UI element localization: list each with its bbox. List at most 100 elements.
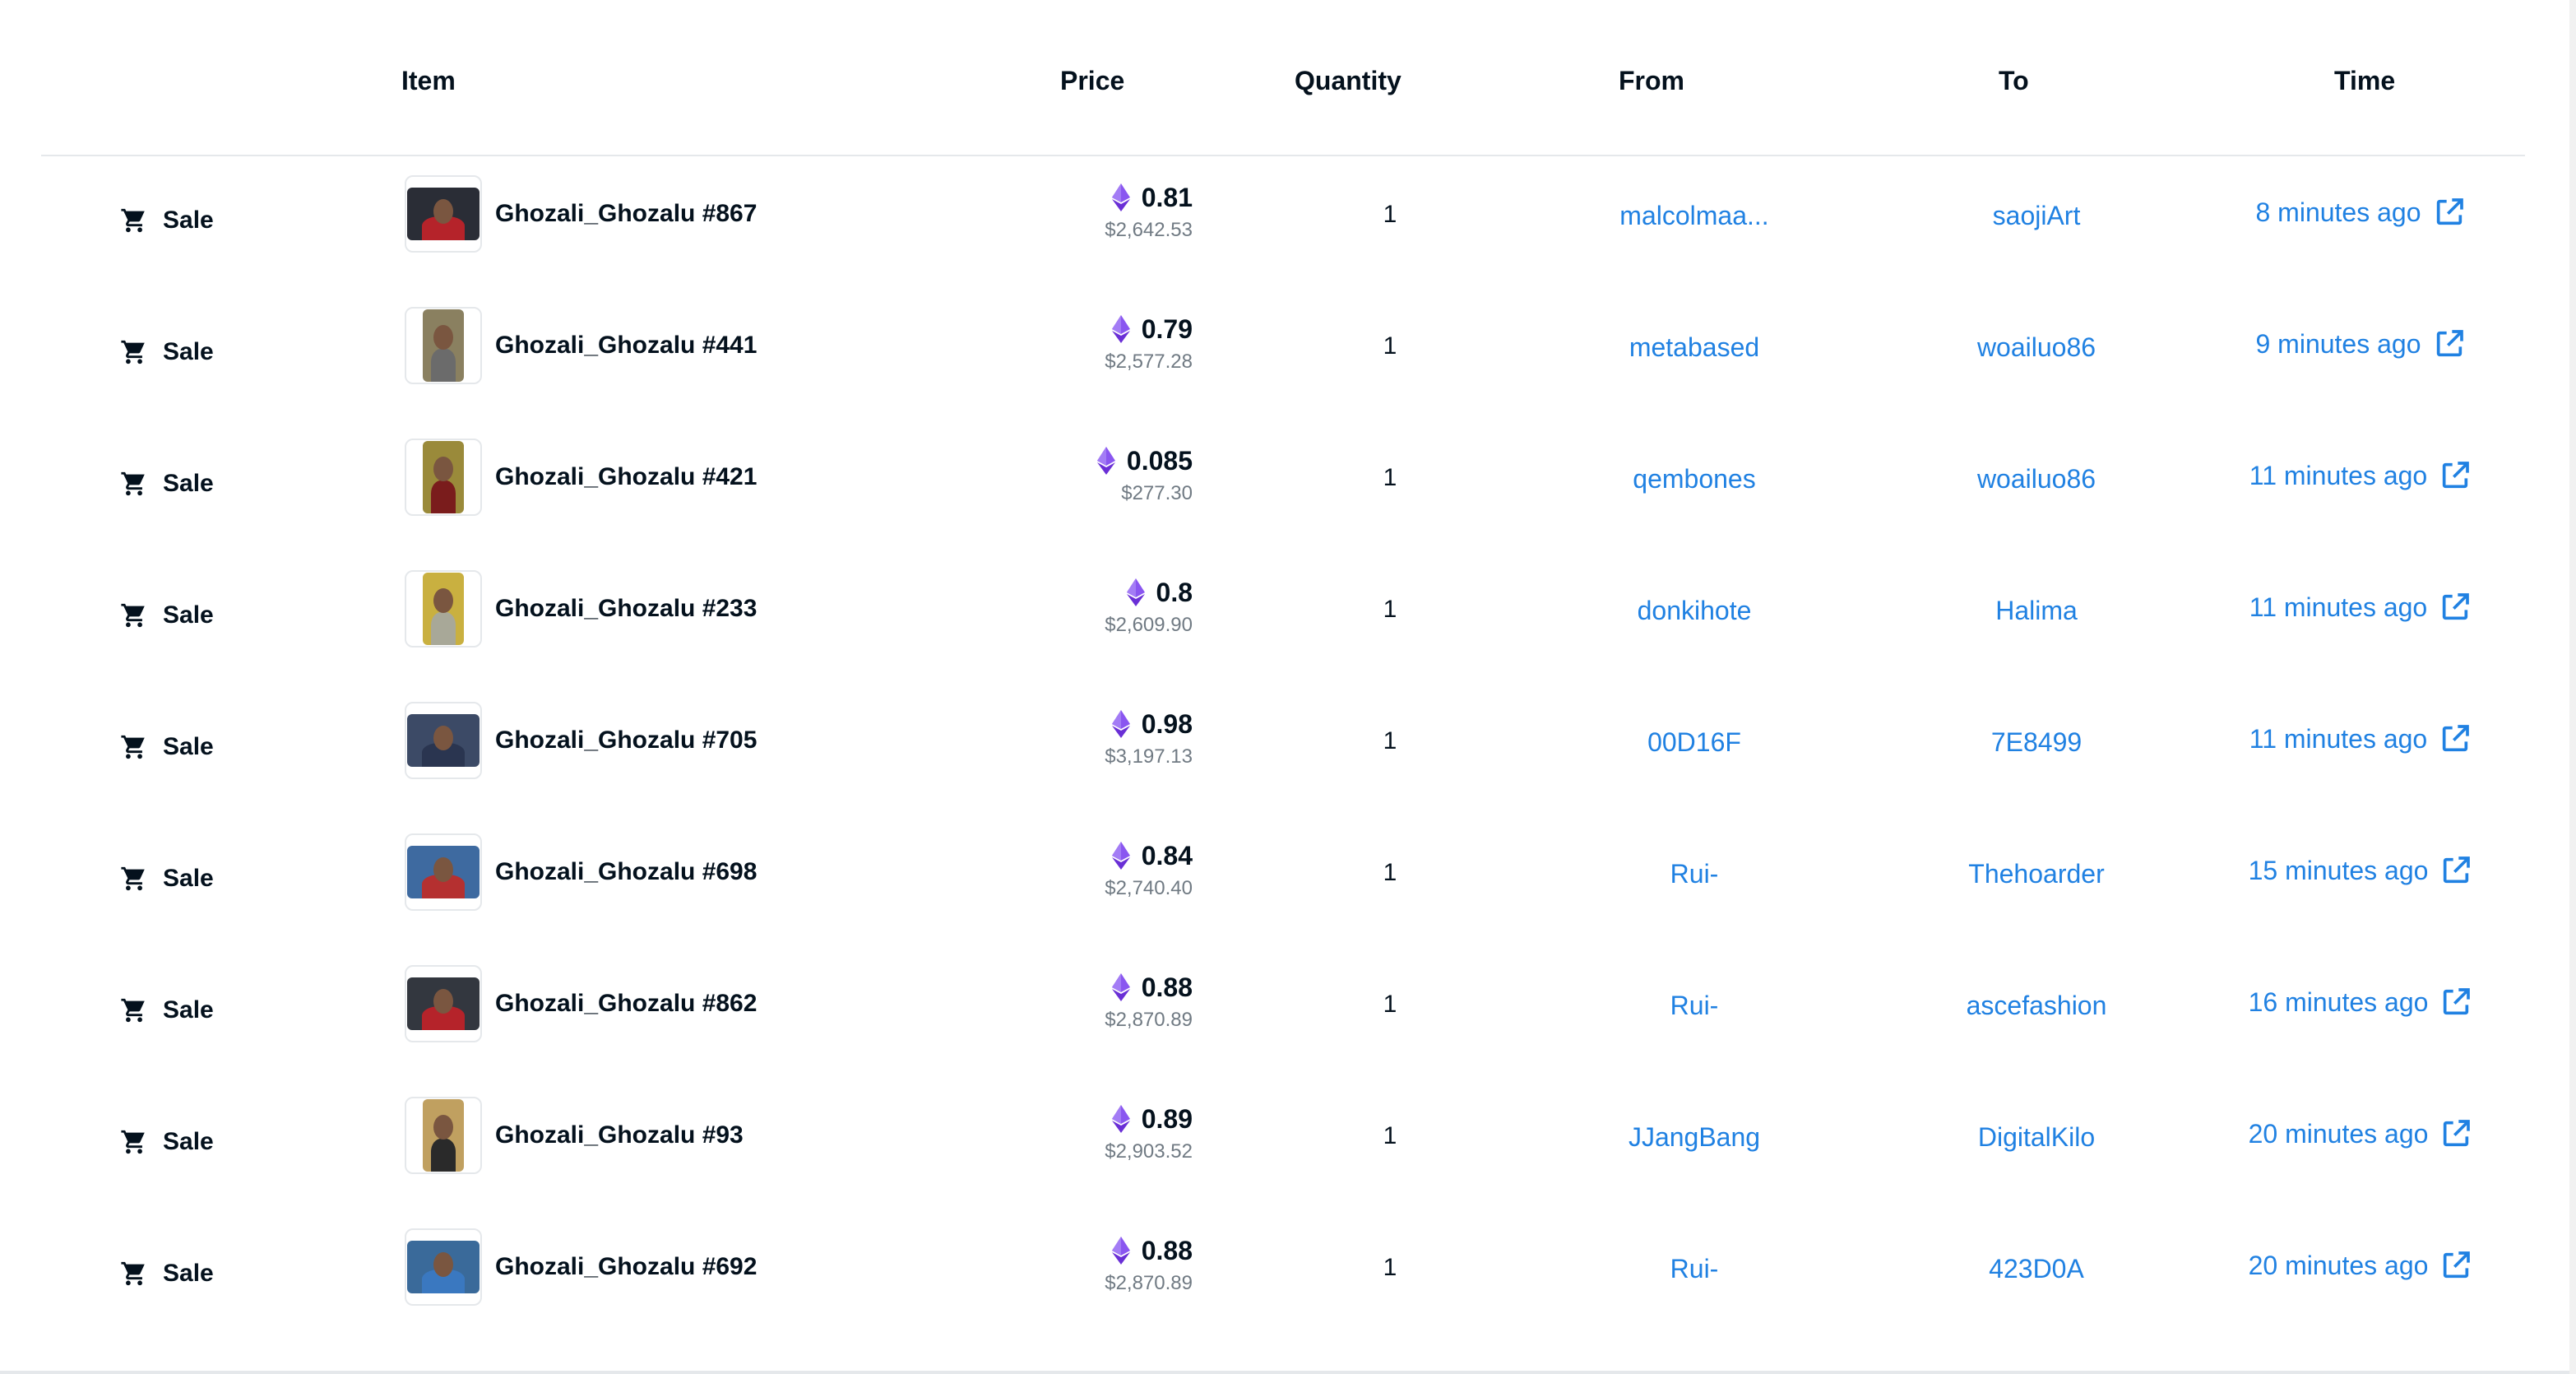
item-cell[interactable]: Ghozali_Ghozalu #93 [405,1096,744,1175]
item-thumbnail[interactable] [405,1097,482,1174]
item-cell[interactable]: Ghozali_Ghozalu #233 [405,569,757,648]
time-label[interactable]: 15 minutes ago [2248,855,2429,885]
price-usd: $3,197.13 [1105,745,1193,768]
item-image [407,1241,480,1293]
item-name-link[interactable]: Ghozali_Ghozalu #698 [495,858,758,885]
item-thumbnail[interactable] [405,1228,482,1306]
cart-icon [121,603,145,628]
price-cell: 0.84 $2,740.40 [1105,838,1193,900]
time-link[interactable]: 11 minutes ago [2212,591,2509,624]
external-link-icon[interactable] [2433,196,2466,229]
from-account-link[interactable]: Rui- [1670,1254,1719,1283]
event-type-label: Sale [163,207,214,234]
item-name-link[interactable]: Ghozali_Ghozalu #233 [495,595,758,622]
price-cell: 0.98 $3,197.13 [1105,706,1193,768]
time-link[interactable]: 20 minutes ago [2212,1117,2509,1150]
table-row: Sale Ghozali_Ghozalu #705 0.98 $3,197.13 [41,681,2525,813]
column-header-from: From [1619,66,1684,95]
to-account-link[interactable]: woailuo86 [1976,332,2096,362]
table-row: Sale Ghozali_Ghozalu #233 0.8 $2,609.90 [41,550,2525,681]
item-thumbnail[interactable] [405,833,482,911]
external-link-icon[interactable] [2439,1117,2472,1150]
external-link-icon[interactable] [2439,722,2472,755]
time-link[interactable]: 15 minutes ago [2212,854,2509,887]
from-account-link[interactable]: donkihote [1637,596,1752,625]
item-cell[interactable]: Ghozali_Ghozalu #421 [405,438,757,517]
event-type-label: Sale [163,470,214,497]
time-label[interactable]: 9 minutes ago [2255,328,2421,359]
item-name-link[interactable]: Ghozali_Ghozalu #421 [495,463,758,490]
time-link[interactable]: 8 minutes ago [2212,196,2509,229]
column-header-time: Time [2334,66,2396,95]
time-link[interactable]: 11 minutes ago [2212,722,2509,755]
time-link[interactable]: 20 minutes ago [2212,1249,2509,1282]
item-cell[interactable]: Ghozali_Ghozalu #698 [405,833,757,912]
time-label[interactable]: 11 minutes ago [2249,723,2428,754]
event-cell: Sale [120,727,214,767]
item-image [407,714,480,767]
item-thumbnail[interactable] [405,175,482,253]
to-account-link[interactable]: 7E8499 [1990,727,2083,757]
from-account-link[interactable]: malcolmaa... [1619,201,1769,230]
quantity-value: 1 [1383,1254,1397,1281]
to-account-link[interactable]: 423D0A [1989,1254,2084,1283]
item-cell[interactable]: Ghozali_Ghozalu #692 [405,1228,757,1307]
column-header-item: Item [401,66,456,95]
from-account-link[interactable]: JJangBang [1628,1122,1761,1152]
from-account-link[interactable]: Rui- [1670,859,1719,889]
item-cell[interactable]: Ghozali_Ghozalu #867 [405,174,757,253]
item-thumbnail[interactable] [405,570,482,648]
time-link[interactable]: 11 minutes ago [2212,459,2509,492]
time-label[interactable]: 11 minutes ago [2249,592,2428,622]
scrollbar[interactable] [2569,0,2576,1374]
to-account-link[interactable]: Thehoarder [1968,859,2105,889]
price-usd: $2,903.52 [1105,1140,1193,1163]
from-account-link[interactable]: Rui- [1670,991,1719,1020]
to-account-link[interactable]: woailuo86 [1976,464,2096,494]
item-name-link[interactable]: Ghozali_Ghozalu #441 [495,332,758,359]
external-link-icon[interactable] [2433,327,2466,360]
item-cell[interactable]: Ghozali_Ghozalu #705 [405,701,757,780]
item-cell[interactable]: Ghozali_Ghozalu #862 [405,964,757,1043]
item-name-link[interactable]: Ghozali_Ghozalu #867 [495,200,758,227]
to-account-link[interactable]: Halima [1995,596,2078,625]
external-link-icon[interactable] [2439,854,2472,887]
to-account-link[interactable]: DigitalKilo [1977,1122,2096,1152]
from-account-link[interactable]: metabased [1629,332,1760,362]
to-account-link[interactable]: saojiArt [1992,201,2081,230]
item-name-link[interactable]: Ghozali_Ghozalu #862 [495,990,758,1017]
to-account-link[interactable]: ascefashion [1966,991,2107,1020]
item-cell[interactable]: Ghozali_Ghozalu #441 [405,306,757,385]
external-link-icon[interactable] [2439,591,2472,624]
quantity-value: 1 [1383,727,1397,754]
item-image [423,573,464,645]
table-row: Sale Ghozali_Ghozalu #421 0.085 $277.30 [41,418,2525,550]
item-name-link[interactable]: Ghozali_Ghozalu #692 [495,1253,758,1280]
item-thumbnail[interactable] [405,702,482,779]
price-usd: $2,642.53 [1105,219,1193,241]
time-label[interactable]: 20 minutes ago [2248,1250,2429,1280]
time-link[interactable]: 9 minutes ago [2212,327,2509,360]
event-type-label: Sale [163,1128,214,1155]
cart-icon [121,208,145,233]
external-link-icon[interactable] [2439,459,2472,492]
time-label[interactable]: 8 minutes ago [2255,197,2421,227]
item-thumbnail[interactable] [405,439,482,516]
from-account-link[interactable]: qembones [1633,464,1756,494]
price-eth: 0.84 [1141,840,1193,870]
time-label[interactable]: 20 minutes ago [2248,1118,2429,1149]
column-header-quantity: Quantity [1295,66,1402,95]
time-link[interactable]: 16 minutes ago [2212,986,2509,1019]
item-thumbnail[interactable] [405,965,482,1042]
external-link-icon[interactable] [2439,986,2472,1019]
item-name-link[interactable]: Ghozali_Ghozalu #93 [495,1121,744,1149]
external-link-icon[interactable] [2439,1249,2472,1282]
event-type-label: Sale [163,338,214,365]
item-thumbnail[interactable] [405,307,482,384]
activity-table: Item Price Quantity From To Time Sale Gh… [41,0,2525,1374]
item-name-link[interactable]: Ghozali_Ghozalu #705 [495,726,758,754]
time-label[interactable]: 11 minutes ago [2249,460,2428,490]
price-usd: $2,740.40 [1105,877,1193,899]
from-account-link[interactable]: 00D16F [1647,727,1741,757]
time-label[interactable]: 16 minutes ago [2248,986,2429,1017]
